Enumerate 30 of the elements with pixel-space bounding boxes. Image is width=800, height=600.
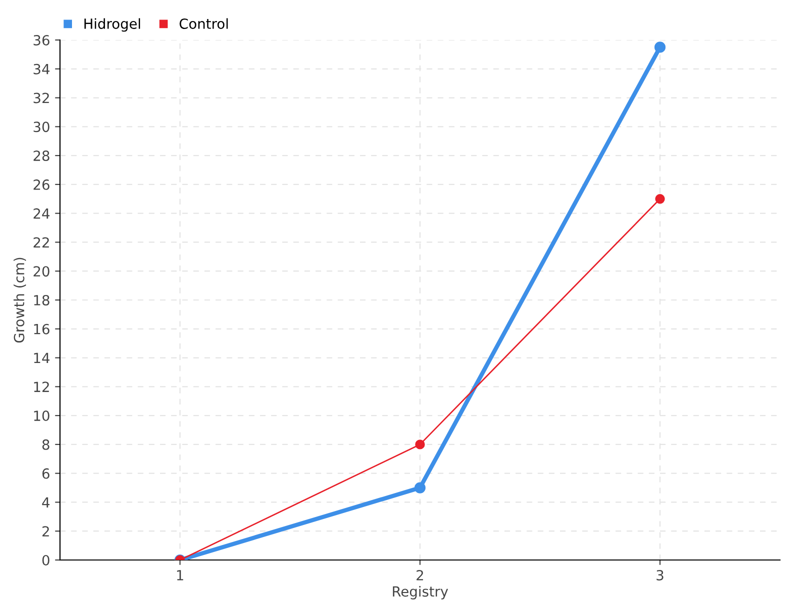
y-tick-label: 4 bbox=[42, 497, 50, 508]
y-axis-title: Growth (cm) bbox=[14, 258, 26, 343]
y-tick-label: 16 bbox=[34, 324, 50, 334]
point bbox=[414, 482, 426, 494]
x-tick-label: 3 bbox=[656, 570, 664, 580]
point bbox=[655, 194, 665, 204]
x-tick-label: 1 bbox=[177, 570, 184, 580]
y-tick-label: 10 bbox=[34, 410, 50, 422]
y-tick-label: 8 bbox=[42, 439, 50, 450]
y-tick-label: 26 bbox=[34, 179, 50, 190]
y-tick-label: 24 bbox=[34, 208, 50, 219]
y-tick-label: 14 bbox=[34, 352, 50, 364]
y-tick-label: 32 bbox=[34, 92, 49, 104]
y-tick-label: 12 bbox=[34, 382, 49, 392]
point bbox=[654, 42, 666, 53]
legend-label: Control bbox=[180, 18, 228, 29]
y-tick-label: 18 bbox=[34, 294, 50, 306]
legend-label: Hidrogel bbox=[84, 18, 140, 32]
point bbox=[415, 440, 425, 450]
y-tick-label: 34 bbox=[34, 64, 50, 74]
y-tick-label: 2 bbox=[42, 526, 49, 536]
y-tick-label: 20 bbox=[34, 266, 50, 277]
y-tick-label: 22 bbox=[34, 237, 49, 248]
x-tick-label: 2 bbox=[416, 570, 424, 580]
y-tick-label: 0 bbox=[42, 554, 50, 566]
y-tick-label: 30 bbox=[34, 122, 50, 132]
y-tick-label: 36 bbox=[34, 34, 50, 46]
y-tick-label: 6 bbox=[42, 468, 50, 479]
y-tick-label: 28 bbox=[34, 150, 50, 162]
x-axis-title: Registry bbox=[392, 586, 448, 600]
